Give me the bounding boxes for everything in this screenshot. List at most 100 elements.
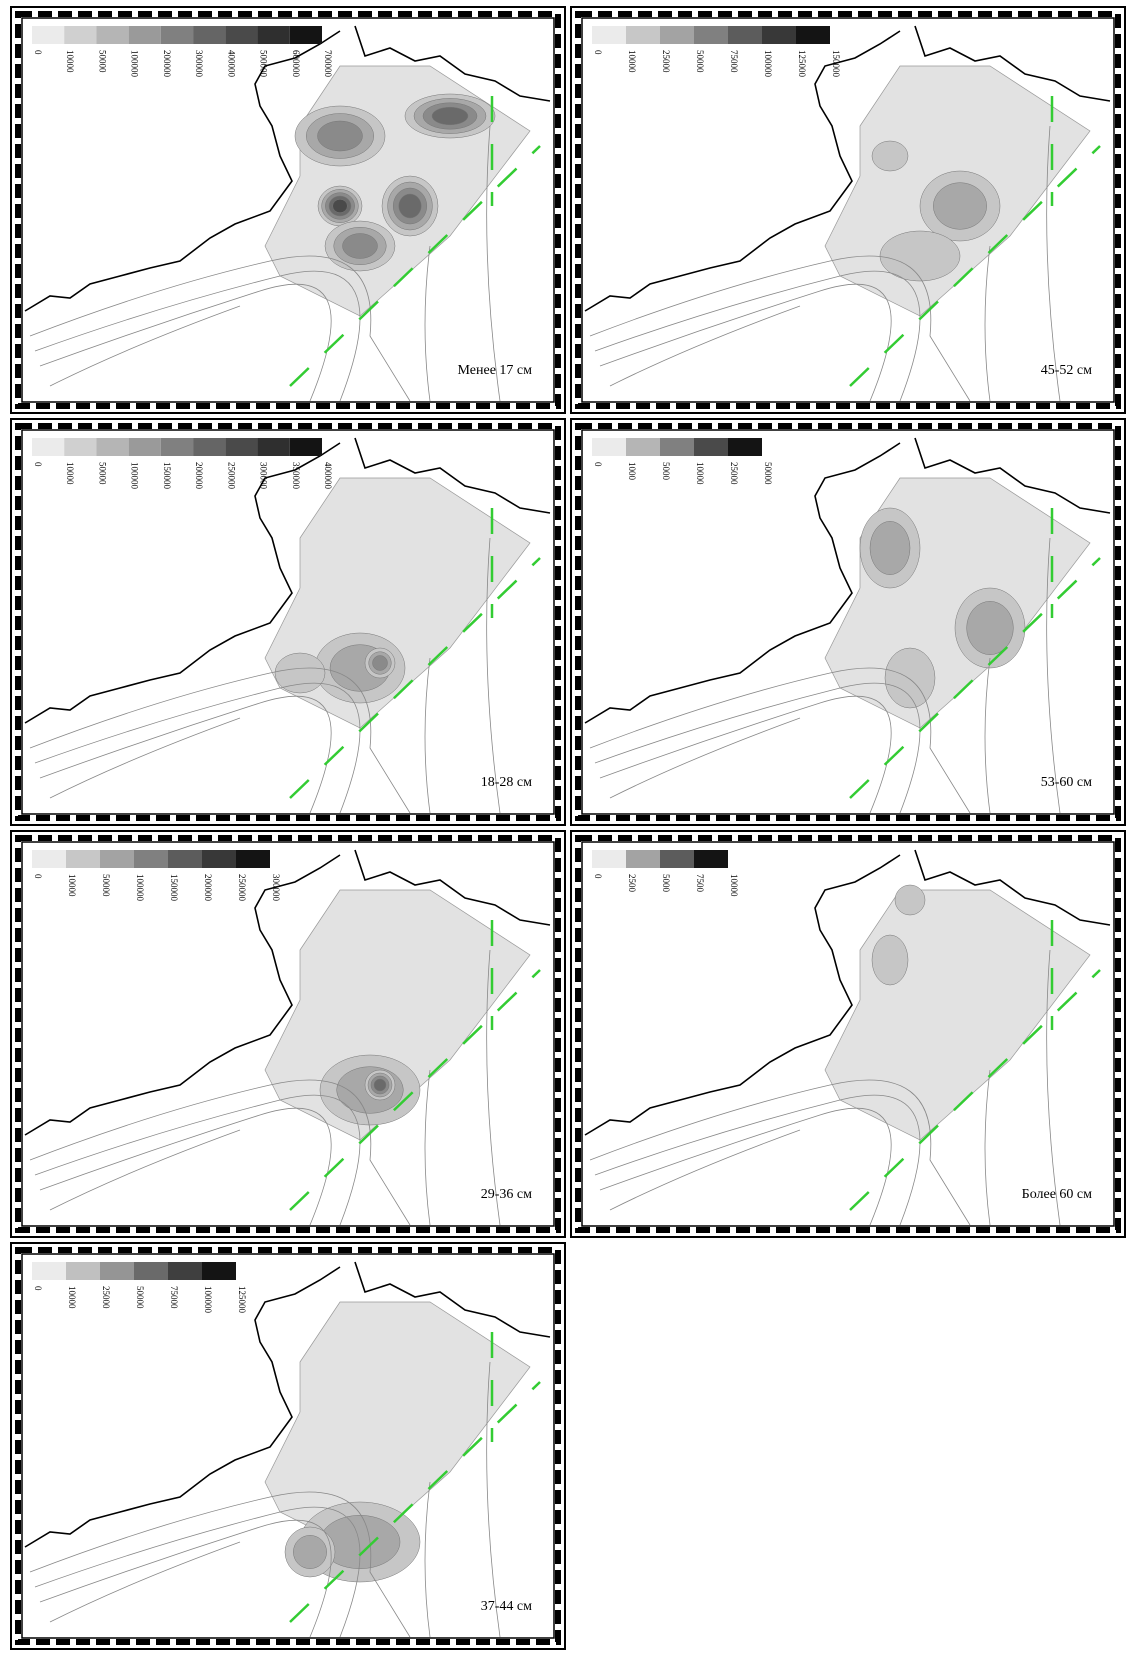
depth-contour	[34, 1094, 361, 1226]
legend-label: 300000	[271, 874, 281, 902]
boundary-line	[289, 969, 541, 1211]
legend-swatch	[32, 438, 65, 456]
legend-swatch	[626, 850, 660, 868]
depth-contour	[424, 657, 431, 814]
legend-swatch	[225, 26, 258, 44]
legend-swatch	[660, 438, 694, 456]
legend-swatch	[64, 438, 97, 456]
coastline	[914, 849, 1111, 926]
tick-strip	[15, 423, 561, 821]
legend-label: 0	[33, 50, 43, 55]
legend-label: 125000	[237, 1286, 247, 1314]
legend-swatch	[592, 438, 626, 456]
depth-contour	[39, 283, 332, 402]
coastline	[354, 1261, 551, 1338]
coastline	[24, 854, 341, 1136]
legend-label: 10000	[65, 50, 75, 73]
legend-label: 600000	[291, 50, 301, 78]
depth-contour	[39, 695, 332, 814]
legend-label: 300000	[194, 50, 204, 78]
depth-contour	[29, 667, 411, 814]
density-patch	[372, 655, 388, 671]
legend-swatch	[193, 438, 226, 456]
depth-contour	[984, 245, 991, 402]
tick-strip	[15, 11, 561, 409]
coastline	[914, 25, 1111, 102]
depth-contour	[1046, 949, 1061, 1226]
density-patch	[317, 120, 363, 152]
legend-label: 700000	[323, 50, 333, 78]
legend-swatch	[96, 26, 129, 44]
depth-contour	[486, 125, 501, 402]
legend-label: 1000	[627, 462, 637, 481]
legend-label: 25000	[661, 50, 671, 73]
depth-contour	[599, 283, 892, 402]
legend-label: 10000	[729, 874, 739, 897]
coastline	[354, 849, 551, 926]
size-label: Менее 17 см	[458, 363, 533, 378]
tick-strip	[575, 423, 1121, 821]
depth-contour	[589, 1079, 971, 1226]
legend-swatch	[168, 850, 202, 868]
legend-swatch	[728, 438, 762, 456]
legend-label: 0	[33, 462, 43, 467]
legend-swatch	[694, 850, 728, 868]
legend-swatch	[100, 1262, 134, 1280]
legend-swatch	[592, 26, 626, 44]
depth-contour	[589, 667, 971, 814]
tick-strip	[575, 835, 1121, 1233]
coastline	[24, 30, 341, 312]
legend-label: 400000	[226, 50, 236, 78]
density-patch	[933, 182, 987, 230]
coastline	[24, 1266, 341, 1548]
map-panel: 0 2500 5000 7500 10000 Более 60 см	[570, 830, 1126, 1238]
legend-swatch	[128, 26, 161, 44]
legend-label: 0	[593, 462, 603, 467]
tick-strip	[575, 11, 1121, 409]
depth-contour	[39, 1519, 332, 1638]
depth-contour	[49, 305, 241, 387]
boundary-line	[289, 145, 541, 387]
depth-contour	[34, 270, 361, 402]
legend-swatch	[134, 1262, 168, 1280]
legend-label: 50000	[135, 1286, 145, 1309]
map-panel: 0 1000 5000 10000 25000 50000 53-60 см	[570, 418, 1126, 826]
legend-swatch	[100, 850, 134, 868]
depth-contour	[1046, 537, 1061, 814]
legend-label: 100000	[130, 50, 140, 77]
map	[24, 25, 551, 402]
legend-label: 50000	[695, 50, 705, 73]
legend-label: 0	[33, 1286, 43, 1291]
legend-label: 100000	[130, 462, 140, 490]
legend-label: 10000	[627, 50, 637, 73]
map	[584, 437, 1111, 814]
depth-contour	[609, 1129, 801, 1211]
depth-contour	[29, 255, 411, 402]
legend-swatch	[168, 1262, 202, 1280]
size-label: Более 60 см	[1022, 1187, 1092, 1202]
legend-label: 300000	[259, 462, 269, 490]
legend-swatch	[728, 26, 762, 44]
legend-label: 200000	[194, 462, 204, 490]
map-panel: 0 10000 50000 100000 150000 200000 250000 30000…	[10, 418, 566, 826]
density-patch	[342, 233, 378, 259]
legend-label: 0	[593, 874, 603, 879]
legend-swatch	[796, 26, 830, 44]
boundary-line	[849, 969, 1101, 1211]
size-label: 18-28 см	[481, 775, 532, 790]
legend-swatch	[694, 438, 728, 456]
depth-contour	[609, 305, 801, 387]
legend-swatch	[32, 26, 65, 44]
depth-contour	[29, 1079, 411, 1226]
boundary-line	[289, 1381, 541, 1623]
legend-label: 150000	[831, 50, 841, 78]
density-patch	[871, 934, 909, 986]
legend-swatch	[626, 438, 660, 456]
legend-label: 100000	[763, 50, 773, 78]
legend-swatch	[257, 26, 290, 44]
legend-label: 5000	[661, 462, 671, 481]
map-panel: 0 10000 25000 50000 75000 100000 125000 150000 4…	[570, 6, 1126, 414]
map	[24, 437, 551, 814]
density-patch	[293, 1535, 327, 1569]
